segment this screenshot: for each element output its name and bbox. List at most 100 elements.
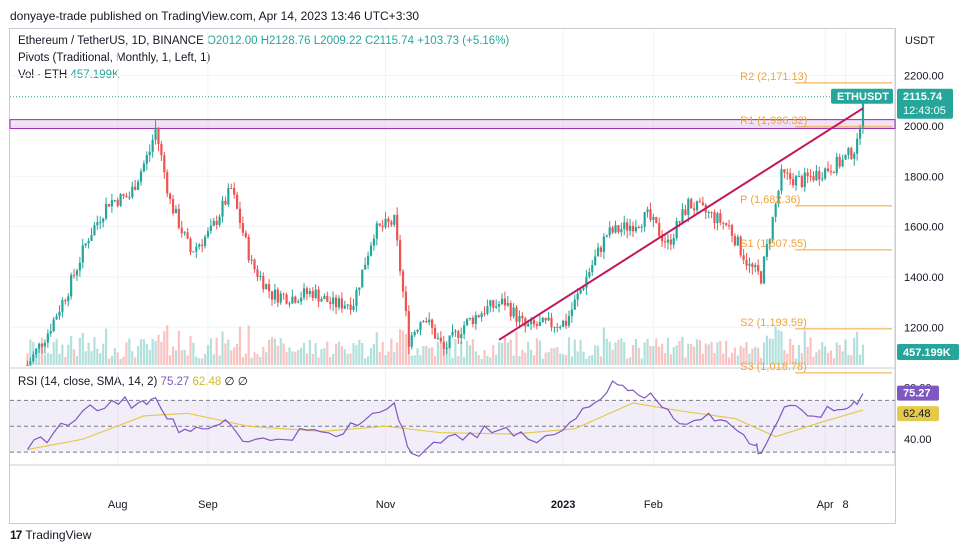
- candle-body: [562, 320, 565, 327]
- volume-legend[interactable]: Vol · ETH 457.199K: [18, 69, 120, 81]
- rsi-sma-legend-value: 62.48: [192, 376, 222, 388]
- volume-bar: [451, 357, 454, 365]
- candle-body: [666, 239, 670, 243]
- volume-bar: [35, 353, 38, 365]
- volume-bar: [270, 337, 274, 365]
- volume-bar: [789, 338, 792, 365]
- volume-bar: [253, 352, 256, 365]
- volume-bar: [183, 349, 186, 365]
- symbol-legend[interactable]: Ethereum / TetherUS, 1D, BINANCE O2012.0…: [18, 35, 509, 47]
- volume-bar: [378, 351, 381, 365]
- volume-bar: [497, 342, 501, 365]
- volume-bar: [358, 339, 361, 365]
- pivot-label: P (1,682.36): [740, 194, 800, 206]
- candle-body: [573, 299, 576, 310]
- candle-body: [492, 300, 495, 308]
- volume-bar: [300, 347, 303, 365]
- candle-body: [58, 311, 61, 317]
- volume-bar: [151, 338, 154, 365]
- volume-bar: [829, 350, 833, 365]
- volume-bar: [265, 352, 268, 365]
- candle-body: [599, 247, 603, 252]
- footer-brand[interactable]: 17 TradingView: [10, 528, 91, 542]
- volume-bar: [215, 337, 218, 365]
- volume-bar: [628, 357, 632, 365]
- volume-bar: [404, 333, 408, 365]
- candle-body: [489, 300, 492, 307]
- volume-bar: [547, 352, 550, 365]
- candle-body: [861, 103, 865, 129]
- volume-bar: [145, 344, 148, 365]
- candle-body: [722, 222, 725, 224]
- volume-bar: [174, 350, 178, 365]
- candle-body: [559, 326, 562, 328]
- candle-body: [198, 244, 201, 247]
- candle-body: [439, 337, 442, 342]
- candle-body: [90, 235, 93, 241]
- candle-body: [238, 208, 242, 224]
- candle-body: [84, 243, 87, 246]
- candle-body: [454, 331, 457, 333]
- candle-body: [337, 298, 341, 308]
- volume-bar: [116, 352, 119, 365]
- candle-body: [381, 225, 384, 228]
- candle-body: [468, 317, 472, 320]
- last-price-value: 2115.74: [903, 91, 943, 103]
- volume-bar: [413, 355, 416, 365]
- candle-body: [736, 236, 739, 246]
- volume-bar: [556, 347, 559, 365]
- volume-bar: [471, 339, 474, 365]
- candle-body: [832, 172, 835, 174]
- candle-body: [186, 232, 189, 239]
- candle-body: [230, 187, 233, 189]
- candle-body: [835, 156, 838, 173]
- volume-bar: [227, 339, 230, 365]
- candle-body: [302, 288, 306, 298]
- volume-bar: [381, 342, 384, 365]
- volume-bar: [716, 342, 719, 365]
- volume-bar: [102, 343, 105, 365]
- volume-bar: [125, 342, 128, 365]
- volume-bar: [29, 339, 32, 365]
- volume-bar: [460, 341, 463, 365]
- candle-body: [710, 212, 713, 214]
- volume-bar: [562, 354, 565, 365]
- volume-bar: [835, 342, 838, 365]
- volume-bar: [527, 341, 530, 365]
- volume-bar: [448, 344, 451, 365]
- volume-bar: [704, 343, 707, 365]
- volume-bar: [591, 354, 594, 365]
- candle-body: [154, 127, 157, 140]
- candle-body: [26, 365, 29, 366]
- volume-bar: [332, 353, 335, 365]
- volume-bar: [431, 347, 434, 365]
- candle-body: [49, 331, 52, 334]
- candle-body: [128, 197, 131, 199]
- volume-bar: [422, 346, 425, 365]
- candle-body: [518, 315, 521, 322]
- volume-bar: [323, 348, 326, 365]
- candle-body: [119, 194, 122, 206]
- volume-bar: [768, 338, 771, 365]
- candle-body: [725, 222, 728, 226]
- candle-body: [594, 256, 597, 266]
- candle-body: [582, 287, 585, 290]
- volume-bar: [751, 348, 754, 365]
- volume-bar: [614, 342, 617, 365]
- candle-body: [174, 208, 178, 214]
- candle-body: [527, 323, 530, 327]
- volume-bar: [70, 336, 73, 365]
- pivots-legend[interactable]: Pivots (Traditional, Monthly, 1, Left, 1…: [18, 52, 211, 64]
- candle-body: [628, 225, 632, 231]
- candle-body: [189, 238, 192, 252]
- rsi-legend[interactable]: RSI (14, close, SMA, 14, 2) 75.27 62.48 …: [18, 374, 248, 388]
- candle-body: [35, 348, 38, 355]
- candle-body: [727, 225, 731, 227]
- candle-body: [145, 155, 148, 164]
- volume-bar: [317, 357, 320, 365]
- candle-body: [384, 218, 387, 228]
- candle-body: [372, 238, 375, 246]
- candle-body: [253, 259, 256, 270]
- volume-bar: [605, 338, 608, 365]
